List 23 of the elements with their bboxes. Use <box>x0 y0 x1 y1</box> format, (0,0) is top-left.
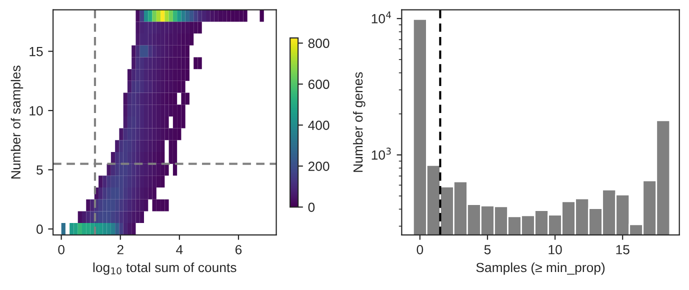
color-bar-label: 200 <box>308 162 330 171</box>
y-axis-title: Number of samples <box>10 66 24 178</box>
color-bar-label: 400 <box>308 120 330 130</box>
x-tick-label: 0 <box>416 244 424 254</box>
y-axis-title: Number of genes <box>353 72 366 172</box>
x-tick-label: 10 <box>548 244 562 254</box>
x-tick-label: 0 <box>58 244 64 254</box>
y-tick-label: 10 <box>30 106 43 116</box>
y-tick-label: 10$^{4}$ <box>372 11 392 24</box>
y-tick-label: 0 <box>36 224 43 234</box>
x-axis-title: log$_{10}$ total sum of counts <box>93 262 236 275</box>
x-tick-label: 15 <box>616 245 630 254</box>
y-tick-label: 5 <box>36 165 43 175</box>
x-tick-label: 4 <box>176 245 183 254</box>
x-tick-label: 5 <box>484 245 491 254</box>
color-bar-label: 800 <box>308 38 330 48</box>
x-axis-title: Samples (≥ min_prop) <box>476 262 605 275</box>
color-bar-label: 0 <box>308 202 315 212</box>
x-tick-label: 6 <box>235 244 242 254</box>
x-tick-label: 2 <box>117 244 124 254</box>
y-tick-label: 15 <box>30 47 43 56</box>
color-bar-label: 600 <box>308 80 330 90</box>
y-tick-label: 10$^{3}$ <box>372 148 391 160</box>
